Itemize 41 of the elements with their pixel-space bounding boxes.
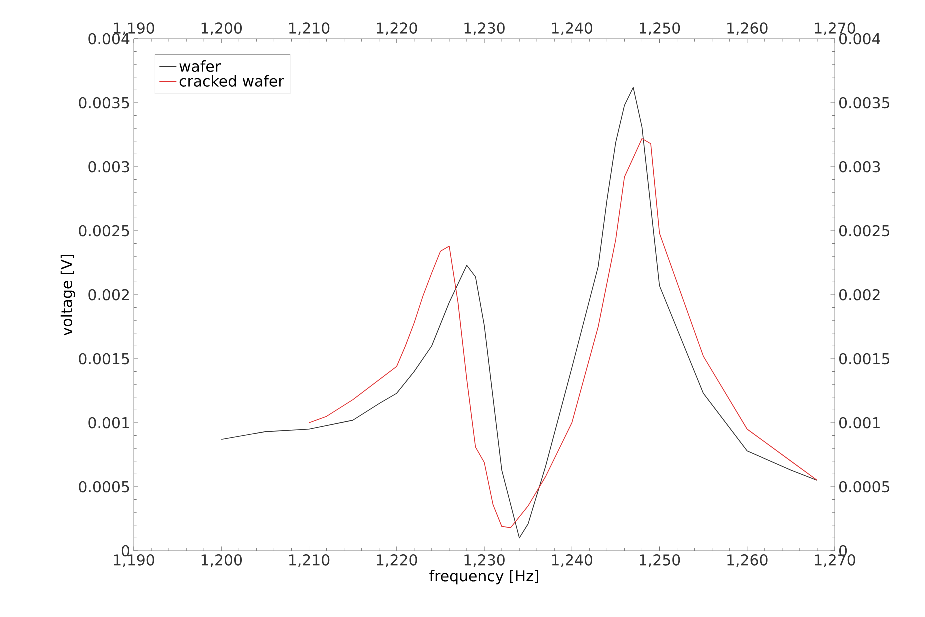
y2-tick-label: 0.002: [840, 289, 880, 301]
y2-tick-label: 0.0015: [840, 353, 890, 365]
y-axis-title: voltage [V]: [60, 255, 76, 336]
x-tick-label: 1,190: [114, 554, 154, 568]
y-tick-label: 0.0005: [79, 481, 130, 493]
x2-tick-label: 1,220: [377, 22, 418, 36]
legend-label: cracked wafer: [180, 75, 284, 87]
x2-tick-label: 1,200: [202, 22, 242, 36]
y-tick-label: 0.002: [88, 289, 129, 301]
x-tick-label: 1,230: [464, 554, 505, 568]
line-series: [308, 138, 818, 528]
y-tick-label: 0.0015: [79, 353, 130, 365]
y-tick-label: 0: [122, 545, 130, 557]
y-tick-label: 0.0035: [79, 97, 130, 109]
x2-tick-label: 1,260: [728, 22, 768, 36]
x2-tick-label: 1,230: [464, 22, 505, 36]
x2-tick-label: 1,250: [640, 22, 680, 36]
y2-tick-label: 0.0035: [840, 97, 890, 109]
y-tick-label: 0.001: [88, 417, 130, 429]
x-tick-label: 1,220: [377, 554, 418, 568]
x-tick-label: 1,240: [552, 554, 593, 568]
x-tick-label: 1,270: [815, 554, 856, 568]
y2-tick-label: 0.004: [840, 33, 880, 45]
legend-label: wafer: [180, 60, 222, 72]
x-tick-label: 1,200: [202, 554, 242, 568]
x2-tick-label: 1,270: [815, 22, 856, 36]
x-tick-label: 1,210: [290, 554, 330, 568]
x2-tick-label: 1,210: [290, 22, 330, 36]
y2-tick-label: 0.001: [840, 417, 880, 429]
x2-tick-label: 1,190: [114, 22, 154, 36]
y2-tick-label: 0.0025: [840, 225, 890, 237]
x2-tick-label: 1,240: [552, 22, 593, 36]
x-tick-label: 1,250: [640, 554, 680, 568]
y-tick-label: 0.004: [88, 33, 130, 45]
x-axis-title: frequency [Hz]: [430, 570, 538, 585]
x-tick-label: 1,260: [728, 554, 768, 568]
line-series: [221, 87, 818, 539]
y2-tick-label: 0.003: [840, 161, 880, 173]
y2-tick-label: 0.0005: [840, 481, 890, 493]
y-tick-label: 0.003: [88, 161, 130, 173]
y-tick-label: 0.0025: [79, 225, 130, 237]
